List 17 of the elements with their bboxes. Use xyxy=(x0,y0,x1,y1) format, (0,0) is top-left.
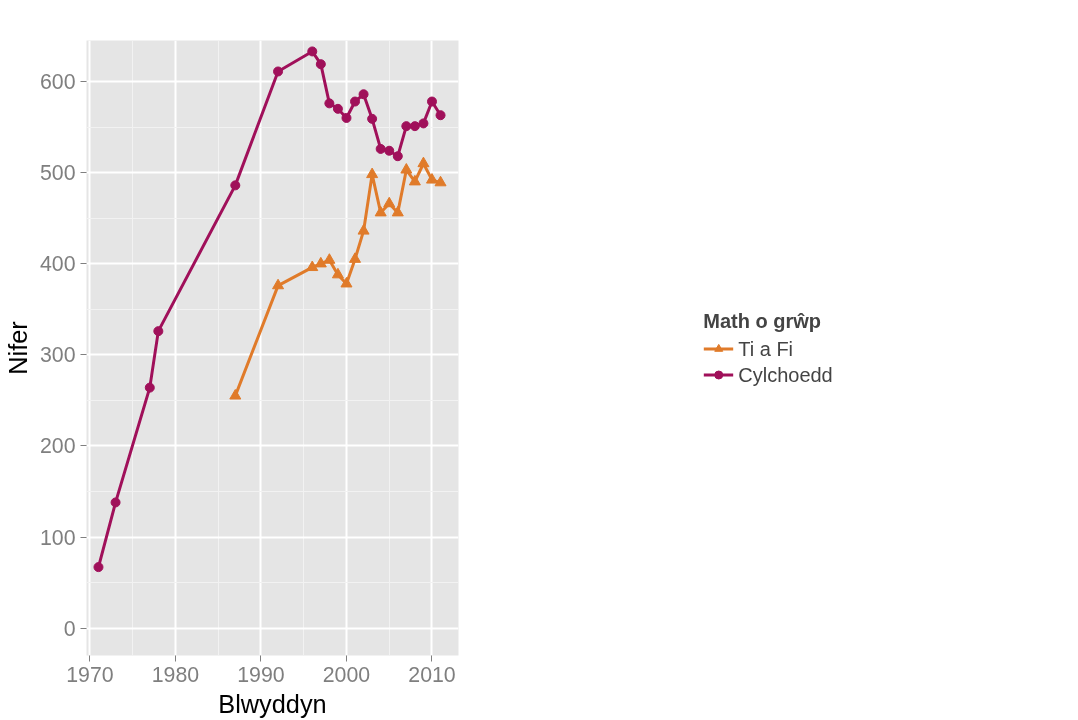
y-tick-label: 600 xyxy=(39,70,76,94)
legend-label: Ti a Fi xyxy=(738,337,794,360)
legend-label: Cylchoedd xyxy=(738,363,833,386)
y-tick-label: 300 xyxy=(39,343,76,368)
x-tick-label: 2010 xyxy=(408,662,456,687)
x-axis-title: Blwyddyn xyxy=(218,689,327,718)
y-tick-label: 100 xyxy=(39,525,76,550)
x-tick-label: 2000 xyxy=(322,662,371,687)
legend-title: Math o grŵp xyxy=(703,309,822,332)
y-tick-label: 0 xyxy=(63,616,76,641)
y-tick-label: 200 xyxy=(39,434,76,459)
y-tick-label: 400 xyxy=(39,252,76,277)
x-tick-label: 1990 xyxy=(237,662,285,687)
x-tick-label: 1980 xyxy=(151,662,200,687)
y-axis-title: Nifer xyxy=(3,320,32,375)
y-tick-label: 500 xyxy=(39,161,76,186)
x-tick-label: 1970 xyxy=(66,662,114,687)
